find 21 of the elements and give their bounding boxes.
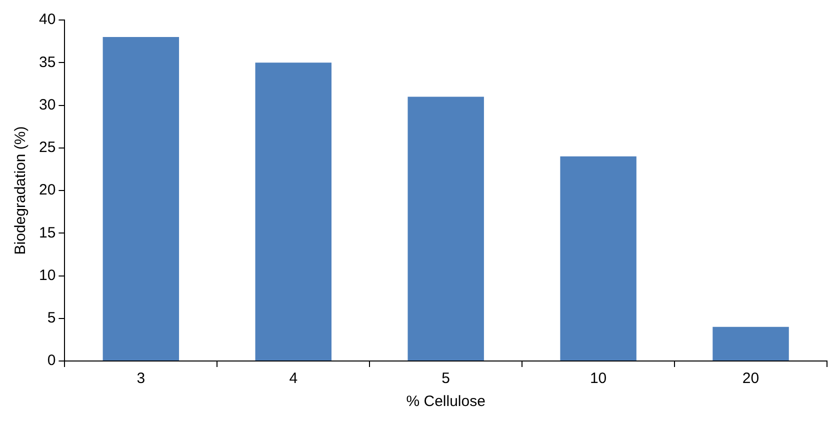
y-tick-label: 10 xyxy=(38,266,56,284)
x-tick-label: 10 xyxy=(590,370,607,388)
bar xyxy=(255,62,332,360)
bar xyxy=(712,326,789,360)
x-tick-label: 5 xyxy=(442,370,450,388)
x-tick-label: 4 xyxy=(289,370,298,388)
y-tick-label: 0 xyxy=(47,352,56,370)
y-tick-label: 35 xyxy=(38,54,56,71)
bar xyxy=(408,96,484,360)
x-tick-label: 20 xyxy=(742,370,760,388)
y-tick-label: 40 xyxy=(38,11,56,28)
bar xyxy=(560,156,636,360)
y-tick-label: 15 xyxy=(38,224,56,242)
y-tick-label: 25 xyxy=(38,139,56,156)
y-tick-label: 20 xyxy=(38,182,56,199)
y-tick-label: 5 xyxy=(47,310,56,327)
y-axis-title: Biodegradation (%) xyxy=(12,126,30,255)
x-axis-title: % Cellulose xyxy=(406,393,486,410)
y-tick-label: 30 xyxy=(38,96,56,114)
bar xyxy=(102,37,180,360)
x-tick-label: 3 xyxy=(136,370,146,388)
